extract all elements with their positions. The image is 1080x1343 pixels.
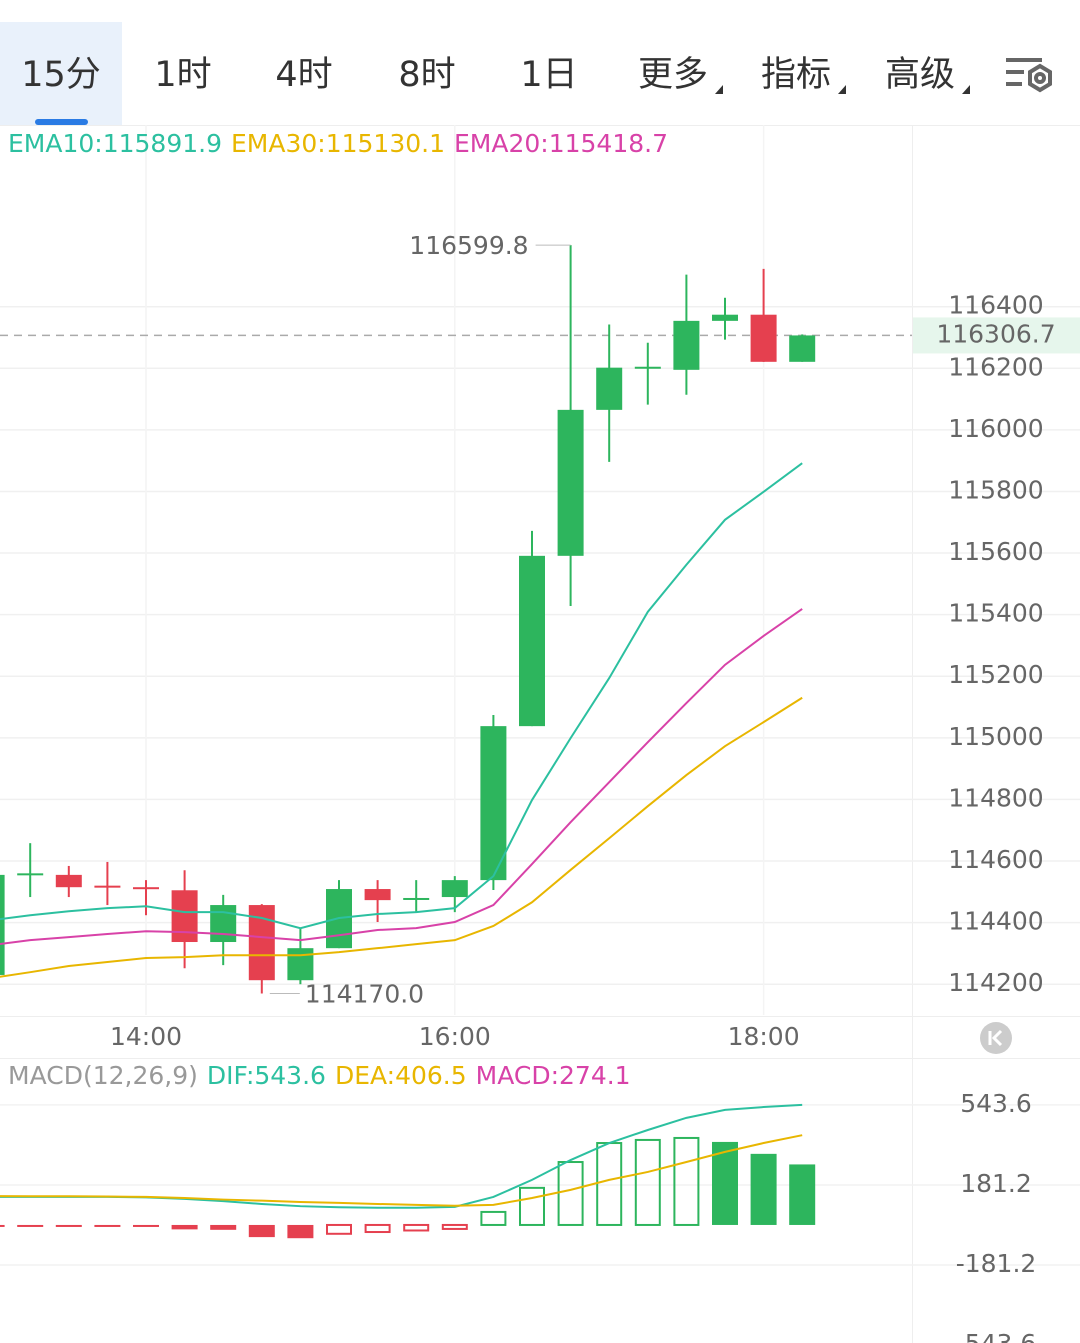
macd-bar: [557, 1161, 584, 1226]
active-tab-indicator: [35, 119, 88, 125]
x-tick-label: 18:00: [728, 1022, 800, 1051]
candle-body: [519, 555, 545, 727]
min-marker-label: 114170.0: [305, 979, 424, 1008]
macd-bar: [17, 1224, 44, 1227]
tab[interactable]: 1时: [154, 55, 211, 95]
y-tick-label: -543.6: [956, 1329, 1037, 1343]
macd-title: MACD(12,26,9): [8, 1061, 198, 1090]
macd-bar: [287, 1224, 314, 1239]
candle-body: [712, 314, 738, 321]
macd-bar: [789, 1164, 816, 1225]
x-tick-label: 16:00: [419, 1022, 491, 1051]
candle-body: [55, 874, 82, 888]
macd-bar: [712, 1141, 738, 1225]
macd-bar: [519, 1186, 545, 1226]
y-tick-label: 115200: [948, 660, 1043, 689]
max-marker-label: 116599.8: [409, 231, 528, 260]
dropdown-caret: [838, 85, 846, 94]
y-tick-label: 181.2: [960, 1169, 1032, 1198]
last-price-label: 116306.7: [936, 319, 1055, 348]
macd-bar: [364, 1223, 391, 1234]
candle-body: [287, 948, 314, 981]
ema-line: [0, 696, 803, 978]
tab[interactable]: 1日: [520, 55, 577, 95]
candle-body: [210, 905, 237, 943]
candle-body: [171, 890, 198, 943]
tab[interactable]: 15分: [21, 55, 101, 95]
candle-body: [17, 873, 44, 876]
legend-entry: EMA30:115130.1: [231, 129, 445, 158]
y-tick-label: 115600: [948, 537, 1043, 566]
macd-bar: [248, 1224, 275, 1238]
legend-entry: DIF:543.6: [207, 1061, 326, 1090]
macd-bar: [750, 1153, 777, 1225]
macd-bar: [673, 1136, 700, 1226]
candle-body: [364, 889, 391, 901]
macd-bar: [480, 1210, 507, 1226]
legend-entry: EMA20:115418.7: [454, 129, 668, 158]
tab[interactable]: 8时: [398, 55, 455, 95]
macd-bar: [634, 1138, 661, 1226]
legend-entry: EMA10:115891.9: [8, 129, 222, 158]
candle-body: [403, 897, 430, 900]
candle-body: [789, 335, 816, 362]
macd-bar: [0, 1224, 5, 1227]
settings-icon[interactable]: [1006, 58, 1052, 93]
candle-body: [133, 887, 159, 890]
scroll-latest-button[interactable]: [980, 1022, 1012, 1054]
macd-bar: [441, 1223, 468, 1230]
tab[interactable]: 指标: [761, 55, 831, 95]
candle-body: [480, 726, 507, 881]
macd-bar: [94, 1224, 121, 1227]
tab[interactable]: 高级: [885, 55, 955, 95]
dropdown-caret: [962, 85, 970, 94]
y-tick-label: 116200: [948, 352, 1043, 381]
last-price-box: [913, 317, 1080, 354]
y-tick-label: 115800: [948, 475, 1043, 504]
y-tick-label: 115400: [948, 599, 1043, 628]
macd-line: [0, 1103, 803, 1209]
y-tick-label: 114200: [948, 968, 1043, 997]
y-tick-label: 114400: [948, 907, 1043, 936]
y-tick-label: 115000: [948, 722, 1043, 751]
toolbar: [0, 0, 1080, 125]
candle-body: [557, 409, 584, 556]
candle-body: [673, 320, 700, 370]
candle-body: [750, 314, 777, 362]
macd-bar: [326, 1223, 352, 1235]
ema-line: [0, 462, 803, 930]
tab[interactable]: 更多: [638, 55, 708, 95]
x-tick-label: 14:00: [110, 1022, 182, 1051]
candle-body: [94, 885, 121, 888]
candle-body: [596, 367, 623, 410]
tab[interactable]: 4时: [275, 55, 332, 95]
y-tick-label: 114800: [948, 783, 1043, 812]
ema-line: [0, 608, 803, 946]
macd-bar: [596, 1142, 623, 1226]
active-tab-bg: [0, 22, 122, 125]
macd-bar: [210, 1224, 237, 1230]
candle-body: [0, 874, 5, 975]
macd-line: [0, 1134, 803, 1207]
candle-body: [441, 880, 468, 898]
dropdown-caret: [715, 85, 723, 94]
legend-entry: MACD:274.1: [476, 1061, 631, 1090]
macd-bar: [55, 1224, 82, 1227]
y-tick-label: -181.2: [956, 1249, 1037, 1278]
candle-body: [634, 366, 661, 369]
macd-bar: [403, 1223, 430, 1232]
y-tick-label: 116000: [948, 414, 1043, 443]
legend-entry: DEA:406.5: [335, 1061, 467, 1090]
macd-bar: [133, 1224, 159, 1227]
macd-bar: [171, 1224, 198, 1230]
y-tick-label: 116400: [948, 291, 1043, 320]
y-tick-label: 543.6: [960, 1089, 1032, 1118]
y-tick-label: 114600: [948, 845, 1043, 874]
